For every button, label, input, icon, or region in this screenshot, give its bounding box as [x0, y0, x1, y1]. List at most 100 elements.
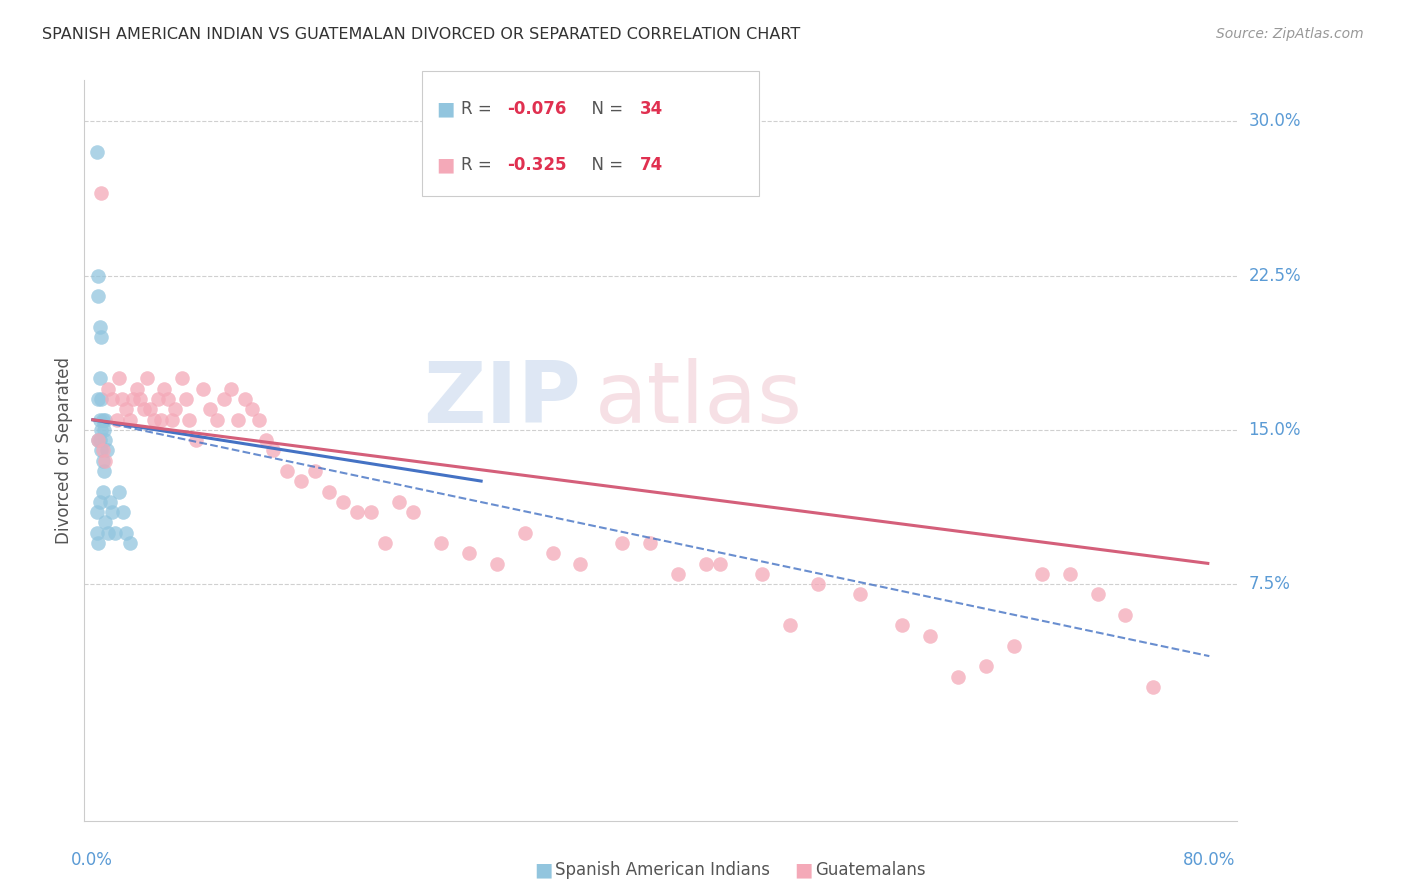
Point — [165, 402, 187, 417]
Point — [93, 464, 115, 478]
Point — [172, 371, 194, 385]
Point — [374, 536, 396, 550]
Point — [136, 371, 159, 385]
Point — [143, 412, 166, 426]
Point — [86, 505, 108, 519]
Text: 80.0%: 80.0% — [1182, 851, 1236, 869]
Point — [254, 433, 277, 447]
Point — [807, 577, 830, 591]
Point — [90, 392, 112, 406]
Point — [176, 392, 198, 406]
Point — [134, 402, 156, 417]
Text: 15.0%: 15.0% — [1249, 421, 1301, 439]
Point — [89, 433, 111, 447]
Text: Spanish American Indians: Spanish American Indians — [555, 861, 770, 879]
Point — [86, 525, 108, 540]
Point — [890, 618, 912, 632]
Point — [612, 536, 634, 550]
Point — [90, 330, 112, 344]
Point — [191, 382, 214, 396]
Point — [457, 546, 479, 560]
Point — [1087, 587, 1109, 601]
Point — [212, 392, 235, 406]
Point — [120, 536, 142, 550]
Text: N =: N = — [581, 156, 628, 174]
Point — [304, 464, 326, 478]
Point — [104, 525, 127, 540]
Text: 74: 74 — [640, 156, 664, 174]
Point — [94, 433, 117, 447]
Point — [89, 320, 111, 334]
Point — [115, 525, 138, 540]
Point — [87, 289, 110, 303]
Text: atlas: atlas — [595, 358, 803, 441]
Point — [779, 618, 801, 632]
Point — [90, 443, 112, 458]
Point — [290, 475, 312, 489]
Point — [86, 145, 108, 160]
Point — [233, 392, 256, 406]
Point — [429, 536, 451, 550]
Point — [1002, 639, 1025, 653]
Point — [91, 454, 114, 468]
Point — [150, 412, 173, 426]
Text: ■: ■ — [534, 860, 553, 880]
Text: ZIP: ZIP — [423, 358, 581, 441]
Point — [226, 412, 249, 426]
Point — [346, 505, 368, 519]
Text: 22.5%: 22.5% — [1249, 267, 1301, 285]
Text: 0.0%: 0.0% — [70, 851, 112, 869]
Point — [402, 505, 425, 519]
Point — [1142, 680, 1164, 694]
Point — [94, 454, 117, 468]
Point — [186, 433, 208, 447]
Text: SPANISH AMERICAN INDIAN VS GUATEMALAN DIVORCED OR SEPARATED CORRELATION CHART: SPANISH AMERICAN INDIAN VS GUATEMALAN DI… — [42, 27, 800, 42]
Point — [94, 516, 117, 530]
Point — [87, 433, 110, 447]
Point — [108, 371, 131, 385]
Point — [388, 495, 411, 509]
Text: 30.0%: 30.0% — [1249, 112, 1301, 130]
Text: 34: 34 — [640, 100, 664, 118]
Text: ■: ■ — [436, 99, 454, 119]
Point — [112, 505, 135, 519]
Point — [695, 557, 717, 571]
Point — [108, 484, 131, 499]
Point — [90, 186, 112, 201]
Point — [709, 557, 731, 571]
Point — [974, 659, 997, 673]
Point — [240, 402, 263, 417]
Point — [569, 557, 592, 571]
Point — [98, 495, 121, 509]
Point — [115, 402, 138, 417]
Point — [849, 587, 872, 601]
Point — [262, 443, 284, 458]
Point — [122, 392, 145, 406]
Point — [89, 495, 111, 509]
Point — [120, 412, 142, 426]
Point — [105, 412, 128, 426]
Point — [90, 423, 112, 437]
Point — [89, 412, 111, 426]
Point — [91, 484, 114, 499]
Point — [91, 443, 114, 458]
Point — [247, 412, 270, 426]
Text: Source: ZipAtlas.com: Source: ZipAtlas.com — [1216, 27, 1364, 41]
Point — [666, 566, 689, 581]
Point — [87, 536, 110, 550]
Point — [89, 371, 111, 385]
Text: N =: N = — [581, 100, 628, 118]
Point — [541, 546, 564, 560]
Point — [91, 412, 114, 426]
Point — [157, 392, 180, 406]
Point — [87, 433, 110, 447]
Point — [139, 402, 162, 417]
Text: -0.076: -0.076 — [508, 100, 567, 118]
Point — [162, 412, 184, 426]
Point — [946, 670, 969, 684]
Text: ■: ■ — [436, 155, 454, 175]
Point — [1059, 566, 1081, 581]
Point — [101, 505, 124, 519]
Text: 7.5%: 7.5% — [1249, 575, 1291, 593]
Point — [1031, 566, 1053, 581]
